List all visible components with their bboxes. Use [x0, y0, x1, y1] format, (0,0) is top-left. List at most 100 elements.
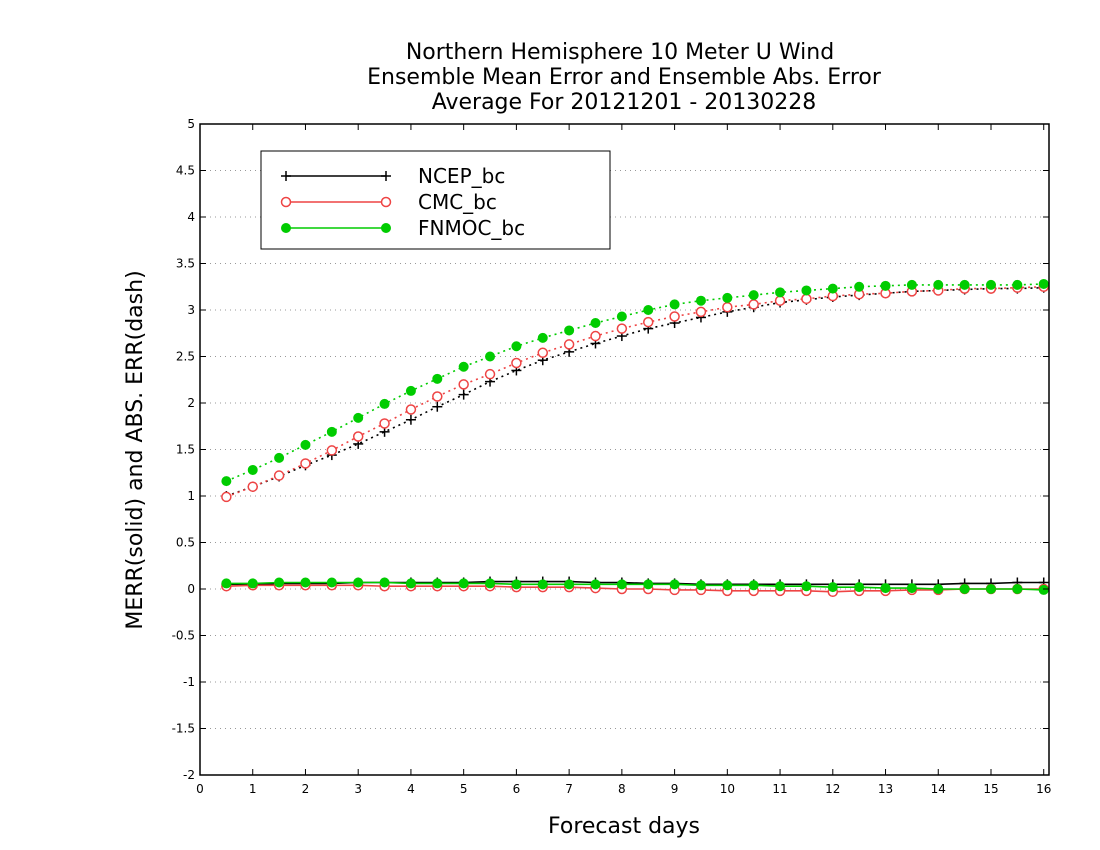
merr-point: [933, 584, 944, 594]
abs-err-point: [485, 351, 496, 362]
merr-point: [1038, 584, 1049, 595]
x-tick-label: 10: [720, 782, 735, 796]
abs-err-point: [642, 316, 654, 328]
abs-err-point: [959, 279, 970, 290]
x-tick-label: 1: [249, 782, 257, 796]
abs-err-point: [379, 398, 390, 409]
merr-point: [353, 577, 364, 588]
merr-point: [801, 581, 812, 592]
abs-err-point: [511, 341, 522, 352]
x-tick-label: 3: [354, 782, 362, 796]
abs-err-point: [722, 292, 733, 303]
abs-err-point: [616, 323, 628, 334]
x-tick-label: 5: [460, 782, 468, 796]
abs-err-point: [1038, 278, 1049, 289]
legend-marker: [381, 171, 391, 181]
abs-err-point: [221, 476, 232, 487]
abs-err-point: [432, 373, 443, 384]
merr-point: [695, 580, 706, 591]
y-tick-label: 0: [187, 582, 195, 596]
legend-label: CMC_bc: [418, 190, 497, 214]
abs-err-point: [933, 279, 944, 290]
merr-point: [775, 581, 786, 592]
x-tick-label: 6: [513, 782, 521, 796]
x-tick-label: 16: [1036, 782, 1051, 796]
x-tick-label: 7: [565, 782, 573, 796]
x-tick-label: 11: [772, 782, 787, 796]
series-cmc-bc: [221, 281, 1049, 598]
y-tick-label: 4: [187, 210, 195, 224]
abs-err-point: [748, 299, 759, 310]
y-tick-label: 1.5: [176, 443, 195, 457]
legend-marker: [280, 196, 292, 208]
abs-err-line-fnmoc-bc: [226, 283, 1044, 482]
abs-err-point: [563, 339, 575, 350]
x-tick-label: 15: [983, 782, 998, 796]
title-line-1: Northern Hemisphere 10 Meter U Wind: [406, 40, 834, 65]
abs-err-point: [827, 283, 838, 294]
abs-err-point: [247, 464, 258, 475]
merr-point: [405, 578, 416, 589]
abs-err-point: [985, 279, 996, 290]
y-tick-label: -1.5: [172, 722, 195, 736]
abs-err-point: [880, 280, 891, 291]
abs-err-point: [643, 305, 654, 315]
abs-err-point: [590, 318, 601, 329]
merr-point: [458, 578, 469, 589]
abs-err-point: [405, 404, 417, 415]
legend-marker: [381, 223, 391, 233]
x-tick-label: 13: [878, 782, 893, 796]
abs-err-point: [590, 330, 601, 342]
x-axis-label: Forecast days: [548, 814, 700, 839]
y-tick-label: 5: [187, 117, 195, 131]
abs-err-point: [352, 431, 364, 442]
x-axis: 0 1 2 3 4 5 6 7 8 9 10 11 12 13 14 15 16: [196, 124, 1051, 796]
abs-err-line-ncep-bc: [226, 286, 1044, 497]
merr-point: [564, 579, 575, 590]
abs-err-point: [353, 412, 364, 423]
abs-err-point: [274, 452, 285, 463]
chart-title: Northern Hemisphere 10 Meter U Wind Ense…: [367, 40, 882, 115]
abs-err-point: [537, 332, 548, 343]
y-tick-label: -2: [183, 768, 195, 782]
y-tick-label: 3: [187, 303, 195, 317]
y-axis: -2 -1.5 -1 -0.5 0 0.5 1 1.5 2 2.5 3 3.5 4 4.5 5: [172, 117, 1049, 782]
abs-err-point: [458, 361, 469, 372]
abs-err-point: [775, 287, 786, 298]
y-tick-label: -1: [183, 675, 195, 689]
merr-point: [748, 580, 759, 591]
abs-err-point: [247, 481, 258, 492]
abs-err-point: [458, 379, 469, 390]
abs-err-point: [669, 311, 680, 322]
abs-err-point: [326, 426, 337, 437]
abs-err-point: [695, 306, 707, 318]
merr-point: [274, 577, 285, 588]
legend-item-fnmoc-bc: FNMOC_bc: [281, 216, 525, 240]
merr-point: [221, 578, 232, 589]
abs-err-point: [273, 470, 285, 481]
series-layer: [221, 278, 1049, 598]
merr-point: [326, 577, 337, 588]
title-line-2: Ensemble Mean Error and Ensemble Abs. Er…: [367, 65, 882, 90]
abs-err-point: [695, 295, 706, 306]
y-axis-label: MERR(solid) and ABS. ERR(dash): [123, 270, 148, 629]
abs-err-point: [669, 299, 680, 310]
abs-err-point: [722, 301, 733, 313]
merr-point: [959, 584, 970, 594]
x-tick-label: 0: [196, 782, 204, 796]
merr-point: [1012, 584, 1023, 594]
merr-point: [906, 583, 917, 594]
abs-err-point: [854, 281, 865, 292]
abs-err-point: [379, 418, 390, 429]
y-tick-label: 4.5: [176, 164, 195, 178]
legend-label: FNMOC_bc: [418, 216, 525, 240]
legend-box: [260, 150, 611, 250]
y-tick-label: 3.5: [176, 257, 195, 271]
abs-err-point: [537, 347, 549, 359]
merr-point: [379, 577, 390, 588]
abs-err-line-cmc-bc: [226, 285, 1044, 498]
abs-err-point: [511, 357, 522, 369]
abs-err-point: [801, 293, 812, 305]
merr-point: [511, 579, 522, 590]
